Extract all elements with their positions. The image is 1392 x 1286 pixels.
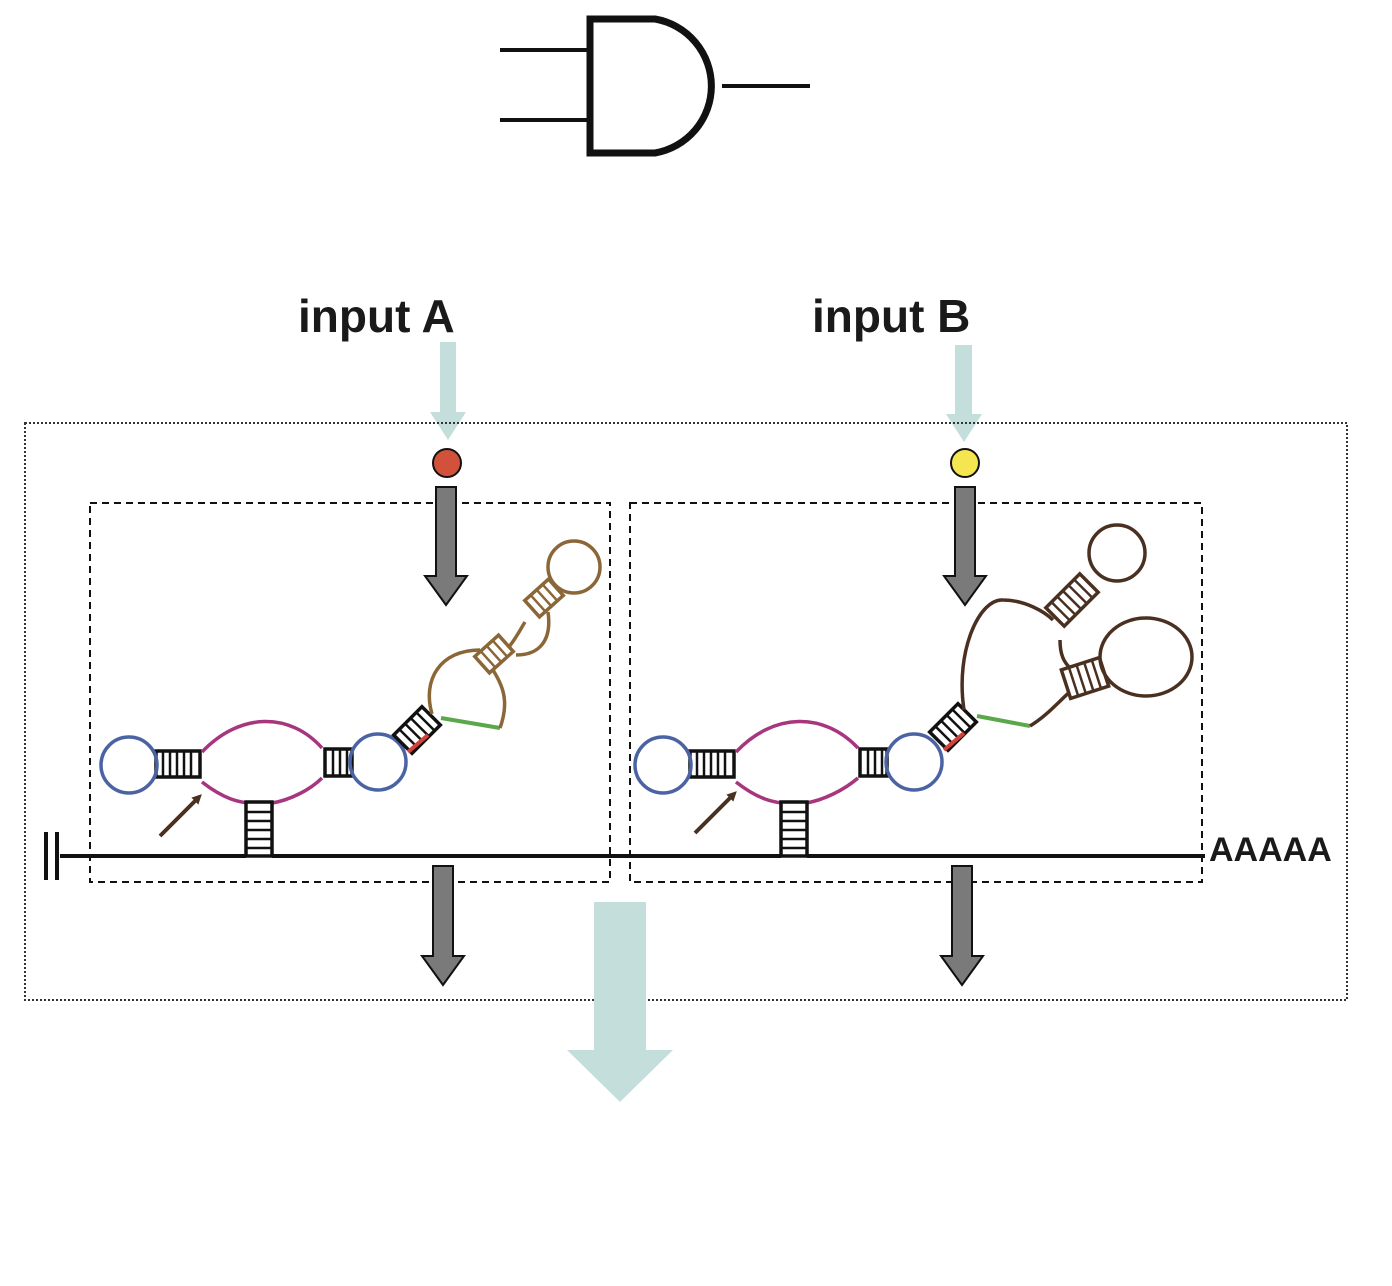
- module-b-loop-left: [633, 735, 693, 795]
- input-b-arrow: [946, 345, 982, 442]
- module-a-cleavage-arrow: [158, 794, 202, 838]
- module-b-loop-right: [884, 732, 944, 792]
- module-b-aptamer: [960, 523, 1194, 728]
- module-a-output-arrow: [420, 865, 466, 987]
- gate-output-arrow: [567, 902, 673, 1102]
- module-a-aptamer: [427, 539, 602, 729]
- poly-a-tail: AAAAA: [1209, 831, 1332, 869]
- module-a-binding-arrow: [423, 486, 469, 607]
- outer-frame: [24, 422, 1348, 1001]
- and-gate-icon: [500, 15, 810, 157]
- module-b-aptamer-loop-top: [1087, 523, 1147, 583]
- module-b-box: [629, 502, 1203, 883]
- module-a-box: [89, 502, 611, 883]
- module-b-output-arrow: [939, 865, 985, 987]
- input-a-label: input A: [298, 290, 455, 342]
- module-a-loop-right: [348, 732, 408, 792]
- module-b-binding-arrow: [942, 486, 988, 607]
- module-a-loop-left: [99, 735, 159, 795]
- input-a-ligand: [432, 448, 462, 478]
- input-b-ligand: [950, 448, 980, 478]
- module-b-aptamer-loop-bottom: [1098, 616, 1194, 698]
- module-b-cleavage-arrow: [693, 791, 737, 835]
- input-a-arrow: [430, 342, 466, 440]
- input-b-label: input B: [812, 290, 970, 342]
- cap-icon: [44, 832, 59, 880]
- module-a-aptamer-loop: [546, 539, 602, 595]
- module-a-ribozyme: [99, 704, 501, 858]
- module-b-ribozyme: [633, 701, 1031, 858]
